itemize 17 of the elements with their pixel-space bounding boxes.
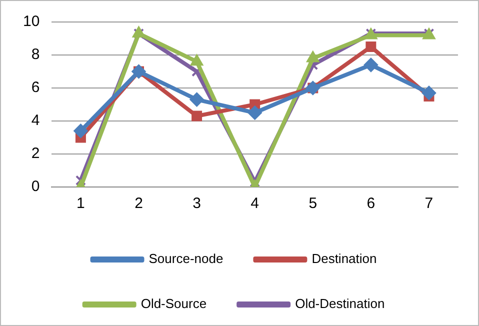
x-tick-label: 1 — [76, 195, 85, 212]
x-tick-label: 6 — [366, 195, 376, 212]
y-tick-label: 0 — [31, 178, 40, 196]
x-tick-label: 5 — [308, 195, 318, 212]
legend-label: Destination — [312, 251, 377, 266]
x-tick-label: 7 — [424, 195, 434, 212]
y-tick-label: 2 — [31, 145, 40, 162]
y-tick-label: 4 — [31, 112, 40, 130]
y-tick-label: 8 — [31, 46, 40, 64]
y-tick-label: 10 — [22, 13, 40, 30]
legend-label: Old-Source — [140, 296, 207, 312]
legend-label: Source-node — [148, 251, 224, 266]
y-tick-label: 6 — [31, 79, 40, 96]
x-tick-label: 3 — [192, 195, 201, 212]
legend-label: Old-Destination — [295, 296, 385, 312]
x-tick-label: 2 — [134, 195, 143, 212]
x-tick-label: 4 — [250, 195, 260, 212]
